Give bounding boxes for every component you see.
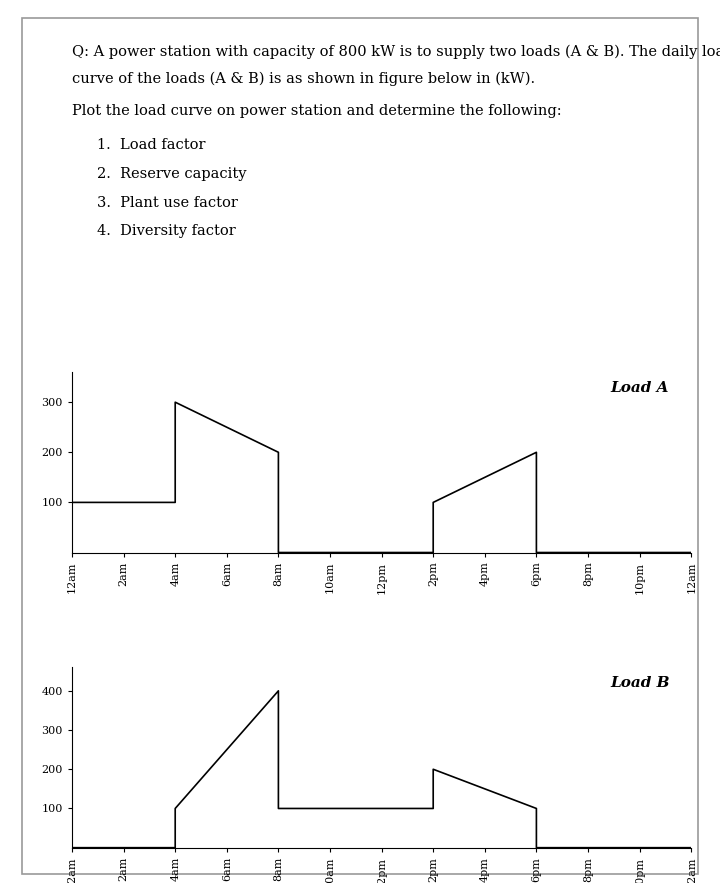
Text: curve of the loads (A & B) is as shown in figure below in (kW).: curve of the loads (A & B) is as shown i… [72,72,535,87]
Text: Load A: Load A [611,381,669,395]
Text: Load B: Load B [611,676,670,691]
Text: Plot the load curve on power station and determine the following:: Plot the load curve on power station and… [72,104,562,117]
Text: 4.  Diversity factor: 4. Diversity factor [96,224,235,238]
Text: 2.  Reserve capacity: 2. Reserve capacity [96,167,246,181]
Text: 3.  Plant use factor: 3. Plant use factor [96,195,238,209]
Text: 1.  Load factor: 1. Load factor [96,138,205,152]
Text: Q: A power station with capacity of 800 kW is to supply two loads (A & B). The d: Q: A power station with capacity of 800 … [72,44,720,58]
